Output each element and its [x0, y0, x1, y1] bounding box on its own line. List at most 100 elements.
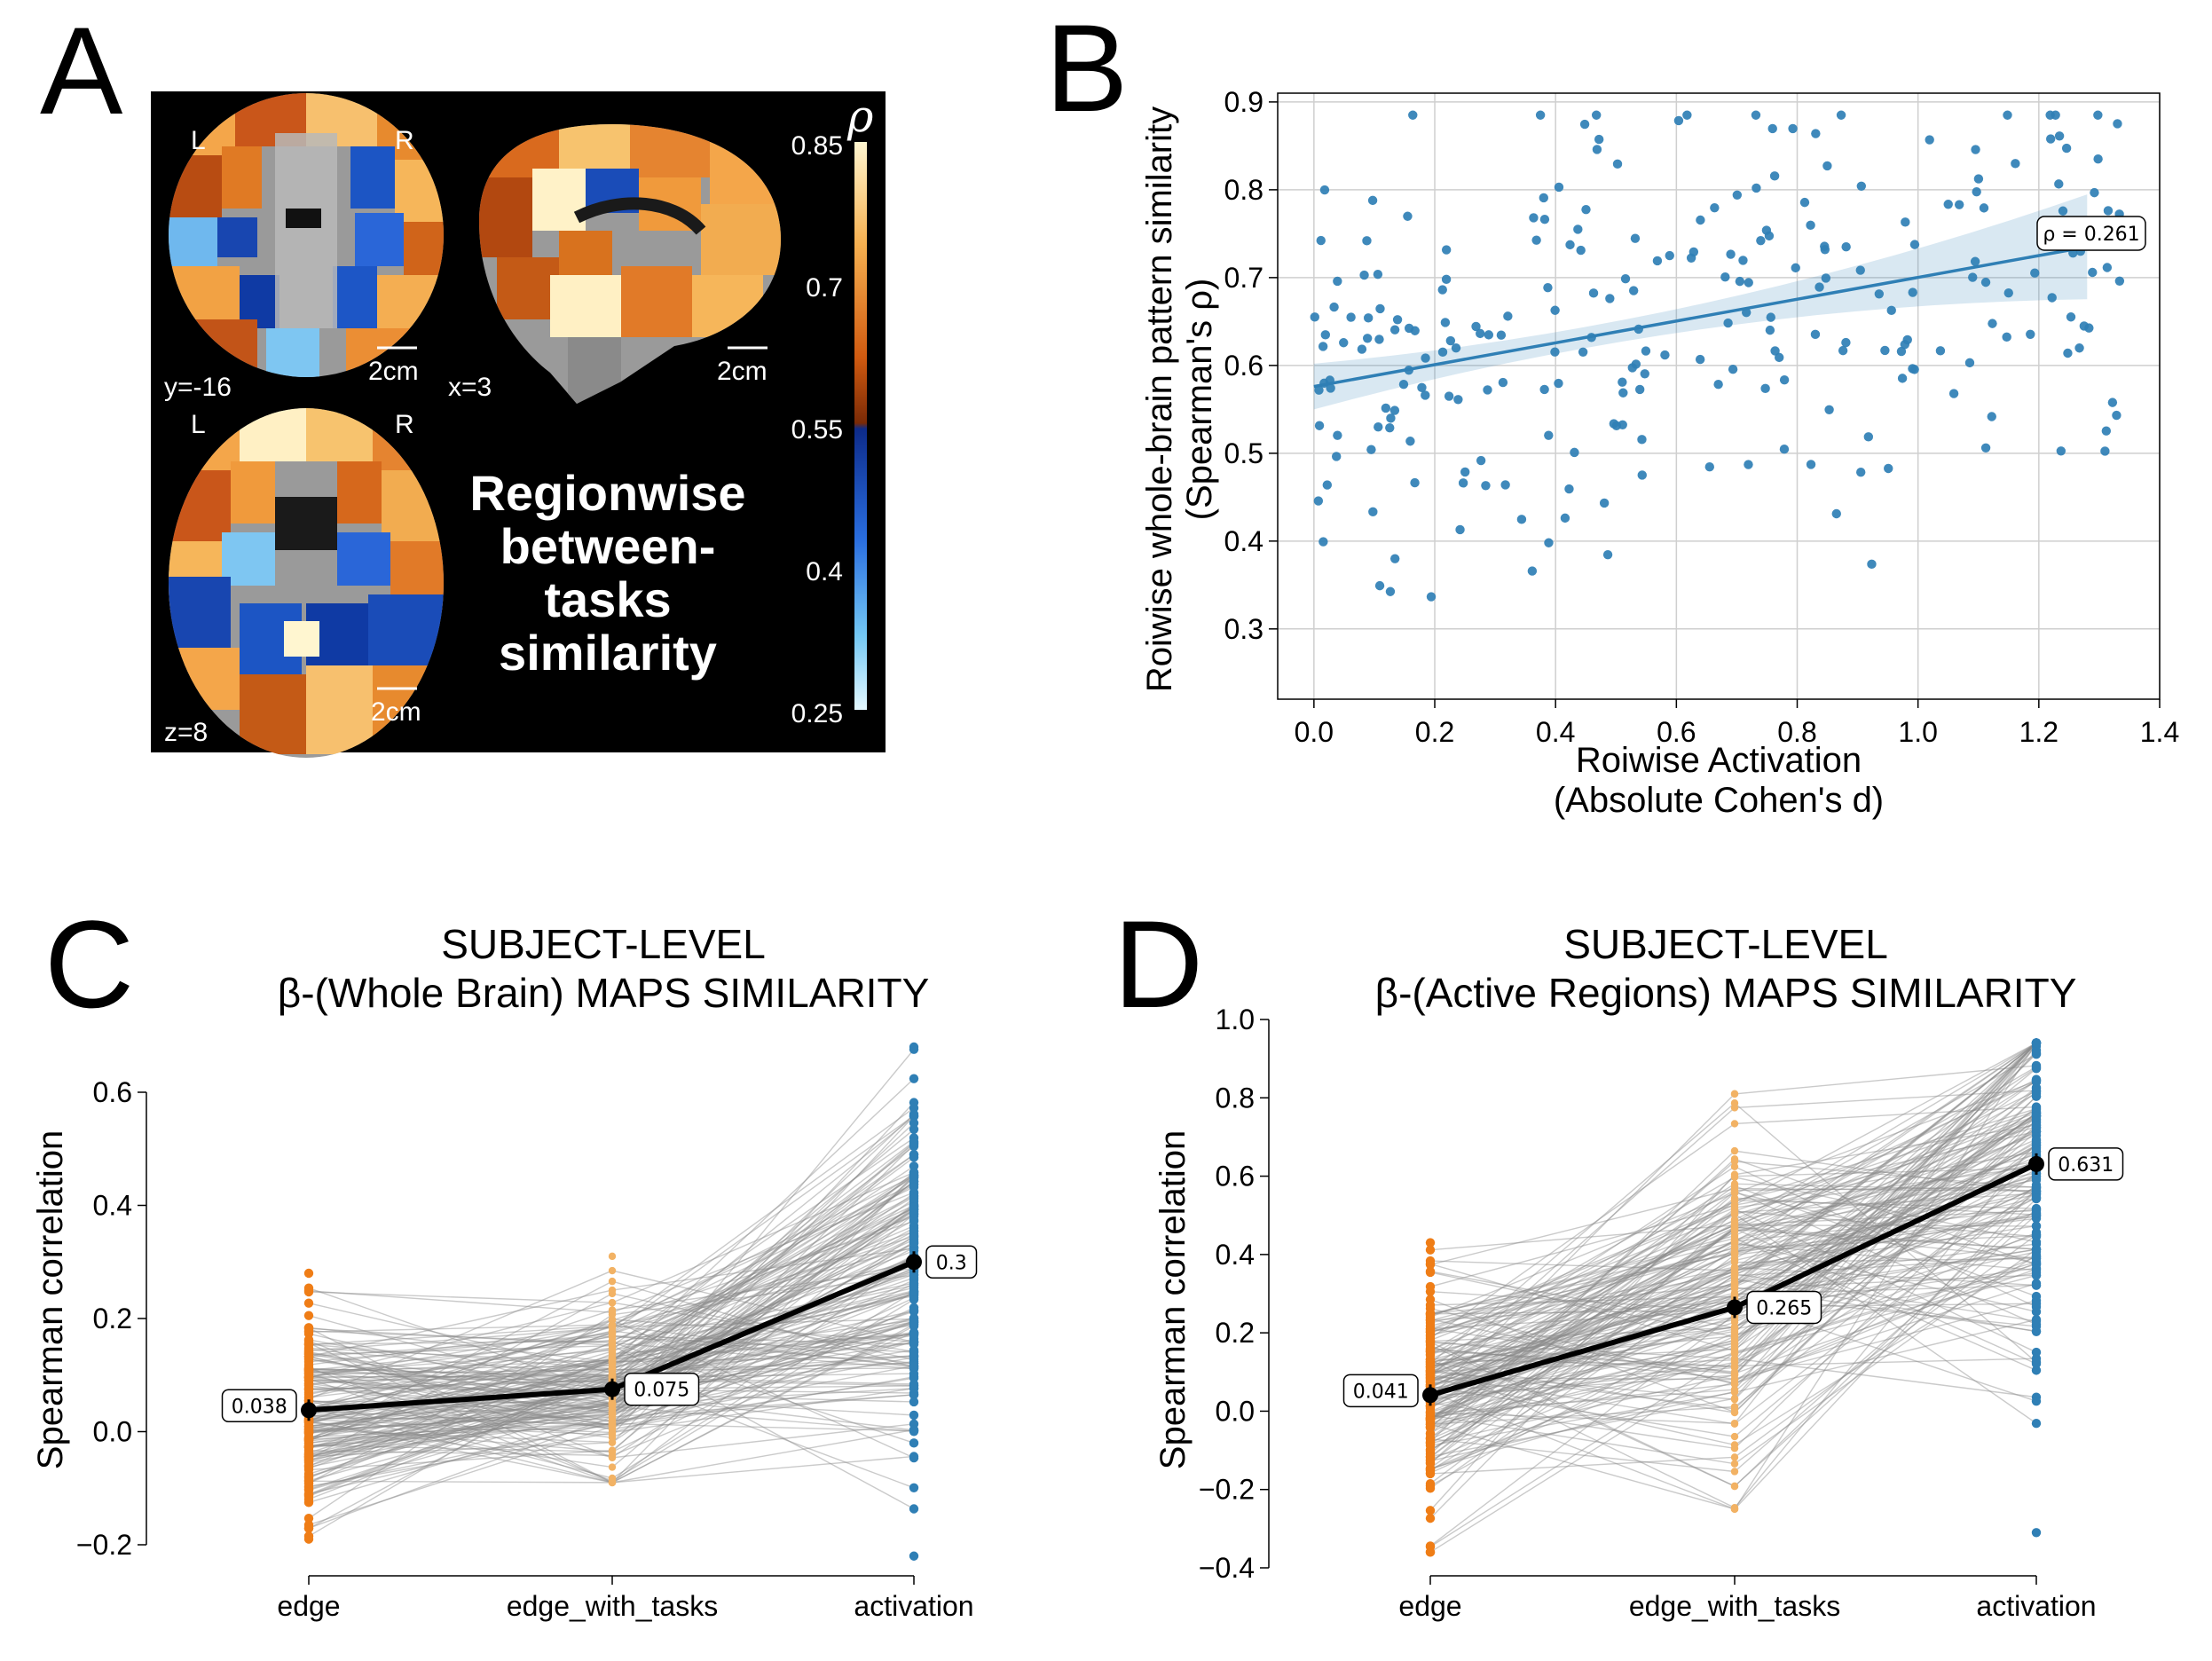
subject-point-edge-with-tasks — [608, 1372, 617, 1381]
subject-point-edge — [1425, 1266, 1436, 1277]
subject-point-edge-with-tasks — [1730, 1120, 1739, 1128]
subject-point-edge — [1425, 1468, 1436, 1479]
brain-caption: Regionwise between- tasks similarity — [469, 465, 745, 681]
scatter-point — [2093, 110, 2103, 120]
subject-point-activation — [2031, 1316, 2042, 1326]
subject-point-edge-with-tasks — [608, 1453, 617, 1461]
mean-label-text: 0.3 — [936, 1252, 967, 1274]
scatter-point — [1554, 378, 1563, 389]
scatter-point — [1612, 159, 1623, 169]
x-tick-label: 0.4 — [1536, 716, 1575, 748]
scatter-point — [1775, 352, 1784, 363]
scatter-point — [1410, 326, 1420, 335]
regression-confidence-band — [1313, 194, 2088, 410]
subject-point-edge — [303, 1418, 314, 1428]
mean-marker — [1727, 1299, 1743, 1316]
subject-point-edge — [303, 1494, 314, 1504]
scatter-point — [1554, 182, 1564, 193]
scatter-point — [1980, 443, 1991, 453]
y-tick-label: −0.4 — [1199, 1552, 1255, 1584]
scatter-point — [2114, 276, 2125, 286]
subject-point-edge-with-tasks — [608, 1438, 617, 1446]
fit-line — [1313, 245, 2088, 389]
scatter-point — [1496, 330, 1507, 340]
scatter-point — [1403, 211, 1413, 221]
scatter-point — [1385, 586, 1396, 596]
subject-point-activation — [2031, 1038, 2042, 1048]
scatter-point — [1483, 385, 1492, 395]
scatter-point — [1374, 580, 1385, 591]
scatter-point — [1751, 110, 1761, 120]
scatter-point — [1902, 335, 1912, 345]
scatter-point — [1841, 242, 1851, 252]
panel-c-mean-labels: 0.038 0.075 0.3 — [221, 1245, 978, 1423]
subject-point-edge — [1425, 1287, 1436, 1296]
x-tick-label: 0.0 — [1295, 716, 1334, 748]
scatter-point — [1389, 325, 1400, 335]
subject-point-edge-with-tasks — [608, 1322, 617, 1330]
scatter-point — [1357, 344, 1367, 354]
subject-point-activation — [909, 1103, 919, 1113]
mean-marker — [1422, 1387, 1438, 1404]
coronal-scale-label: 2cm — [368, 357, 419, 386]
scatter-point — [1980, 277, 1991, 287]
subject-point-edge-with-tasks — [1730, 1356, 1739, 1364]
scatter-point — [1611, 421, 1622, 430]
scatter-point — [1594, 134, 1604, 145]
subject-point-activation — [909, 1551, 919, 1561]
subject-point-edge-with-tasks — [1730, 1362, 1739, 1371]
scatter-point — [1314, 385, 1324, 395]
subject-point-activation — [909, 1483, 919, 1492]
scatter-point — [1326, 383, 1335, 393]
subject-point-activation — [2031, 1299, 2042, 1309]
subject-point-edge-with-tasks — [608, 1403, 617, 1411]
scatter-point — [1689, 247, 1699, 257]
scatter-point — [2002, 332, 2011, 342]
subject-point-activation — [909, 1118, 919, 1128]
subject-point-edge-with-tasks — [608, 1277, 617, 1286]
scatter-point — [1476, 455, 1486, 466]
subject-point-edge-with-tasks — [608, 1298, 617, 1307]
mean-marker — [604, 1381, 620, 1397]
subject-point-edge-with-tasks — [608, 1332, 617, 1340]
scatter-point — [1591, 110, 1602, 120]
scatter-point — [1573, 224, 1583, 234]
subject-point-activation — [909, 1410, 919, 1421]
subject-point-activation — [2031, 1077, 2042, 1087]
x-tick-label: 0.2 — [1415, 716, 1454, 748]
scatter-point — [1987, 412, 1996, 421]
y-tick-label: −0.2 — [76, 1529, 132, 1561]
scatter-annotation: ρ = 0.261 — [2036, 216, 2146, 251]
panel-letter-a: A — [40, 1, 123, 140]
scatter-point — [1359, 270, 1369, 280]
scatter-point — [1943, 200, 1953, 209]
scatter-point — [1770, 346, 1780, 356]
scatter-point — [1339, 338, 1349, 348]
subject-point-edge-with-tasks — [1730, 1378, 1739, 1387]
scatter-point — [2112, 410, 2121, 421]
scatter-point — [1856, 468, 1866, 477]
scatter-point — [1588, 288, 1599, 298]
subject-point-activation — [2031, 1063, 2042, 1073]
scatter-point — [1437, 347, 1448, 358]
caption-line-3: tasks — [544, 571, 671, 627]
subject-point-edge — [303, 1441, 314, 1451]
x-tick-label-edge-with-tasks: edge_with_tasks — [507, 1590, 718, 1622]
subject-point-edge-with-tasks — [1730, 1194, 1739, 1202]
scatter-point — [1769, 171, 1780, 181]
scatter-point — [2093, 154, 2103, 164]
scatter-point — [1333, 276, 1342, 287]
scatter-point — [2045, 134, 2056, 144]
subject-point-edge-with-tasks — [608, 1446, 617, 1454]
scatter-point — [1544, 538, 1554, 547]
subject-point-activation — [909, 1109, 919, 1120]
scatter-point — [1319, 185, 1330, 195]
subject-point-edge — [1425, 1513, 1436, 1523]
scatter-point — [1836, 110, 1846, 120]
scatter-point — [1460, 467, 1470, 477]
subject-point-edge — [1425, 1408, 1436, 1418]
subject-point-edge — [1425, 1256, 1436, 1266]
y-tick-label: 0.8 — [1224, 174, 1263, 206]
scatter-point — [1440, 318, 1451, 327]
